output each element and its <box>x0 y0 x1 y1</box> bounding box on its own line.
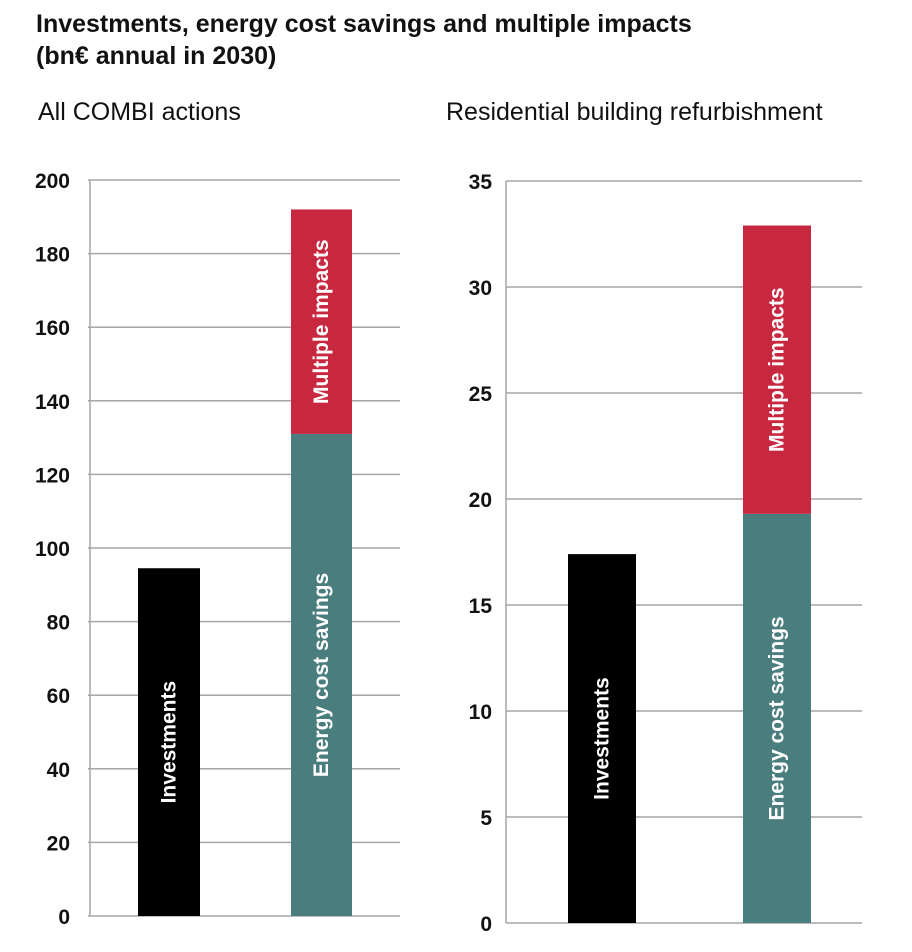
left-ytick-label: 60 <box>47 685 70 708</box>
left-ytick-label: 140 <box>35 391 70 414</box>
right-bar-label-investments: Investments <box>591 677 614 800</box>
right-ytick-label: 35 <box>469 171 493 194</box>
title-line-1: Investments, energy cost savings and mul… <box>36 10 692 38</box>
left-bar-label-multiple-impacts: Multiple impacts <box>310 239 333 404</box>
left-ytick-label: 0 <box>58 906 70 929</box>
right-bar-multiple-impacts <box>743 225 811 514</box>
left-ytick-label: 120 <box>35 464 70 487</box>
left-bar-label-investments: Investments <box>158 681 181 804</box>
right-bar-investments <box>568 554 636 923</box>
left-ytick-label: 80 <box>47 612 70 635</box>
right-ytick-label: 10 <box>469 701 492 724</box>
right-chart-title: Residential building refurbishment <box>446 98 823 126</box>
left-ytick-label: 160 <box>35 317 70 340</box>
right-ytick-label: 5 <box>480 807 492 830</box>
right-ytick-label: 0 <box>480 913 492 936</box>
left-ytick-label: 100 <box>35 538 70 561</box>
left-ytick-label: 20 <box>47 832 70 855</box>
left-bar-multiple-impacts <box>291 209 352 434</box>
left-ytick-label: 40 <box>47 759 70 782</box>
left-bar-investments <box>138 568 200 916</box>
right-bar-energy-cost-savings <box>743 513 811 923</box>
right-ytick-label: 15 <box>469 595 493 618</box>
right-ytick-label: 20 <box>469 489 492 512</box>
left-bar-energy-cost-savings <box>291 433 352 916</box>
right-ytick-label: 25 <box>469 383 493 406</box>
title-line-2: (bn€ annual in 2030) <box>36 42 277 70</box>
right-bar-label-multiple-impacts: Multiple impacts <box>766 287 789 452</box>
right-ytick-label: 30 <box>469 277 492 300</box>
right-bar-label-energy-cost-savings: Energy cost savings <box>766 616 789 820</box>
left-bar-label-energy-cost-savings: Energy cost savings <box>310 573 333 777</box>
left-ytick-label: 180 <box>35 244 70 267</box>
chart-title: Investments, energy cost savings and mul… <box>36 8 692 72</box>
left-ytick-label: 200 <box>35 170 70 193</box>
left-chart-title: All COMBI actions <box>38 98 241 126</box>
